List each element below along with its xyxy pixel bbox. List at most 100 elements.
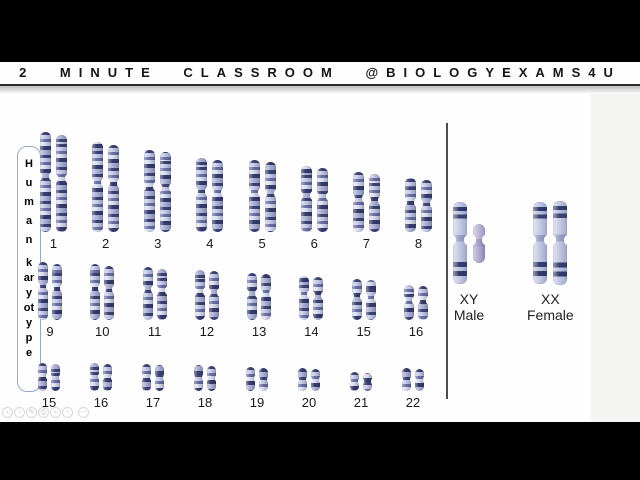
x-chromosome-icon bbox=[529, 202, 552, 284]
chromosome-pair-images bbox=[244, 160, 280, 232]
more-button[interactable]: ⋯ bbox=[78, 407, 89, 418]
chromosome-pair-images bbox=[346, 372, 376, 391]
chromosome-pair: 2 bbox=[88, 142, 124, 252]
sex-name-label: Female bbox=[527, 307, 574, 323]
chromosome-icon bbox=[152, 269, 171, 320]
sex-group-xx: XX Female bbox=[527, 200, 574, 324]
header-shadow bbox=[0, 86, 640, 94]
prev-button[interactable]: ‹ bbox=[2, 407, 13, 418]
chromosome-icon bbox=[294, 368, 311, 391]
chromosome-pair: 19 bbox=[242, 367, 272, 411]
chromosome-pair: 1 bbox=[36, 132, 71, 252]
chromosome-icon bbox=[346, 372, 363, 391]
chromosome-pair-images bbox=[34, 363, 64, 391]
chromosome-pair: 6 bbox=[296, 166, 332, 252]
chromosome-pair: 9 bbox=[34, 262, 66, 340]
chromosome-icon bbox=[104, 145, 124, 232]
zoom-button[interactable]: ⌕ bbox=[50, 407, 61, 418]
chromosome-icon bbox=[208, 160, 228, 232]
pair-number-label: 12 bbox=[199, 324, 215, 339]
pair-number-label: 15 bbox=[41, 395, 57, 410]
chromosome-pair: 7 bbox=[348, 172, 384, 252]
sex-name-label: Male bbox=[453, 307, 485, 323]
next-button[interactable]: › bbox=[14, 407, 25, 418]
pair-number-label: 5 bbox=[258, 236, 266, 251]
karyotype-title-box: Human karyotype bbox=[17, 146, 41, 392]
chromosome-pair-images bbox=[192, 158, 228, 232]
vertical-word-human: Human bbox=[24, 158, 34, 246]
chromosome-pair-images bbox=[86, 264, 119, 320]
karyotype-row-3: 15 16 17 18 19 20 21 22 bbox=[34, 363, 428, 411]
karyotype-row-2: 9 10 11 12 13 14 15 16 bbox=[34, 262, 432, 340]
pair-number-label: 10 bbox=[95, 324, 110, 339]
pair-number-label: 18 bbox=[197, 395, 213, 410]
pair-number-label: 22 bbox=[405, 395, 421, 410]
chromosome-icon bbox=[138, 364, 155, 391]
pair-number-label: 16 bbox=[408, 324, 424, 339]
chromosome-pair: 17 bbox=[138, 364, 168, 411]
chromosome-pair-images bbox=[398, 368, 428, 391]
pair-number-label: 3 bbox=[154, 236, 162, 251]
chromosome-icon bbox=[307, 369, 324, 391]
karyotype-row-1: 1 2 3 4 5 6 7 8 bbox=[36, 131, 436, 252]
chromosome-icon bbox=[413, 286, 432, 320]
pair-number-label: 16 bbox=[93, 395, 109, 410]
chromosome-icon bbox=[86, 363, 103, 391]
bottom-letterbox-bar bbox=[0, 422, 640, 480]
pair-number-label: 11 bbox=[147, 324, 162, 339]
chromosome-icon bbox=[52, 135, 71, 232]
pair-number-label: 7 bbox=[362, 236, 370, 251]
chromosome-pair-images bbox=[296, 166, 332, 232]
zoom-out-button[interactable]: − bbox=[62, 407, 73, 418]
top-letterbox-bar bbox=[0, 0, 640, 62]
chromosome-icon bbox=[255, 368, 272, 391]
chromosome-pair-images bbox=[138, 267, 171, 320]
chromosome-icon bbox=[260, 162, 280, 232]
chromosome-icon bbox=[48, 264, 66, 320]
chromosome-pair-images bbox=[34, 262, 66, 320]
chromosome-pair-images bbox=[399, 285, 432, 320]
image-viewer-controls: ‹ › ✎ ⎙ ⌕ − ⋯ bbox=[2, 407, 89, 418]
chromosome-icon bbox=[399, 285, 418, 320]
pair-number-label: 15 bbox=[356, 324, 371, 339]
chromosome-pair: 21 bbox=[346, 372, 376, 411]
sex-pair-label: XX bbox=[541, 291, 560, 307]
chromosome-pair-images bbox=[88, 142, 124, 232]
chromosome-icon bbox=[99, 364, 116, 391]
pair-number-label: 2 bbox=[102, 236, 110, 251]
chromosome-icon bbox=[257, 274, 276, 320]
edit-button[interactable]: ✎ bbox=[26, 407, 37, 418]
channel-title: 2 MINUTE CLASSROOM @BIOLOGYEXAMS4U bbox=[19, 65, 621, 80]
pair-number-label: 6 bbox=[310, 236, 318, 251]
chromosome-pair-images bbox=[140, 150, 176, 232]
chromosome-pair: 22 bbox=[398, 368, 428, 411]
chromosome-pair-images bbox=[295, 276, 328, 320]
chromosome-icon bbox=[242, 367, 259, 391]
chromosome-icon bbox=[203, 366, 220, 391]
chromosome-pair: 14 bbox=[295, 276, 328, 340]
chromosome-pair-images bbox=[400, 178, 436, 232]
chromosome-icon bbox=[244, 160, 264, 232]
chromosome-pair: 8 bbox=[400, 178, 436, 252]
chromosome-pair: 4 bbox=[192, 158, 228, 252]
chromosome-icon bbox=[361, 280, 380, 320]
chromosome-icon bbox=[295, 276, 314, 320]
chromosome-pair-images bbox=[243, 273, 276, 320]
sex-chromosome-images bbox=[449, 200, 489, 286]
chromosome-icon bbox=[88, 142, 108, 232]
pair-number-label: 17 bbox=[145, 395, 161, 410]
chromosome-icon bbox=[156, 152, 176, 232]
chromosome-pair-images bbox=[190, 365, 220, 391]
print-button[interactable]: ⎙ bbox=[38, 407, 49, 418]
chromosome-icon bbox=[36, 132, 55, 232]
chromosome-icon bbox=[190, 365, 207, 391]
chromosome-pair: 11 bbox=[138, 267, 171, 340]
chromosome-pair: 20 bbox=[294, 368, 324, 411]
chromosome-pair: 16 bbox=[86, 363, 116, 411]
chromosome-icon bbox=[190, 270, 209, 320]
sex-chromosome-images bbox=[529, 200, 572, 286]
chromosome-pair: 16 bbox=[399, 285, 432, 340]
pair-number-label: 20 bbox=[301, 395, 317, 410]
pair-number-label: 14 bbox=[304, 324, 319, 339]
chromosome-icon bbox=[100, 266, 119, 320]
